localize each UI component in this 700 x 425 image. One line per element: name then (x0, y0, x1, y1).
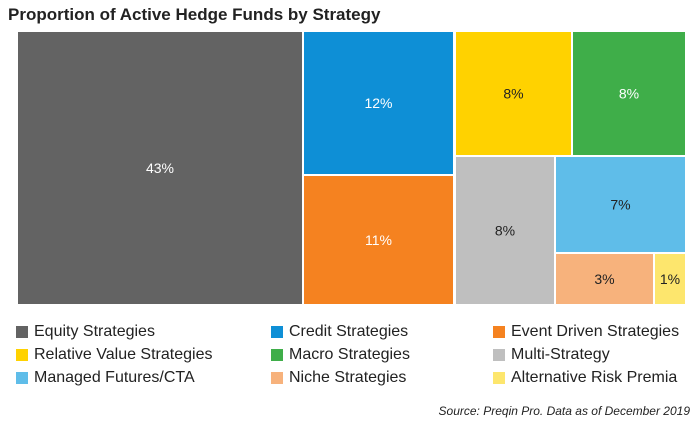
tile-managed-futures-cta (556, 157, 685, 252)
legend-item-niche-strategies: Niche Strategies (271, 368, 493, 388)
legend-swatch (16, 349, 28, 361)
legend-label: Multi-Strategy (511, 346, 610, 363)
tile-label-event-driven-strategies: 11% (365, 232, 392, 248)
tile-macro-strategies (573, 32, 685, 155)
tile-alternative-risk-premia (655, 254, 685, 304)
chart-title: Proportion of Active Hedge Funds by Stra… (8, 5, 381, 24)
legend-label: Equity Strategies (34, 323, 155, 340)
tile-label-managed-futures-cta: 7% (610, 197, 630, 213)
tile-relative-value-strategies (456, 32, 571, 155)
treemap-chart: 43% 12% 11% 8% 8% 8% 7% 3% 1% (18, 32, 685, 304)
legend-item-managed-futures-cta: Managed Futures/CTA (16, 368, 271, 388)
tile-label-alternative-risk-premia: 1% (660, 271, 680, 287)
legend-swatch (493, 349, 505, 361)
legend-swatch (271, 372, 283, 384)
legend-swatch (493, 372, 505, 384)
tile-equity-strategies (18, 32, 302, 304)
legend-swatch (16, 326, 28, 338)
tile-label-niche-strategies: 3% (594, 271, 614, 287)
legend-label: Event Driven Strategies (511, 323, 680, 340)
tile-credit-strategies (304, 32, 453, 174)
legend-label: Alternative Risk Premia (511, 369, 678, 386)
legend-item-event-driven-strategies: Event Driven Strategies (493, 322, 700, 342)
legend-item-multi-strategy: Multi-Strategy (493, 345, 700, 365)
legend-label: Credit Strategies (289, 323, 409, 340)
tile-label-credit-strategies: 12% (364, 95, 392, 111)
legend-item-relative-value-strategies: Relative Value Strategies (16, 345, 271, 365)
tile-label-relative-value-strategies: 8% (503, 86, 523, 102)
legend-item-macro-strategies: Macro Strategies (271, 345, 493, 365)
legend-item-credit-strategies: Credit Strategies (271, 322, 493, 342)
legend-label: Macro Strategies (289, 346, 410, 363)
legend-item-equity-strategies: Equity Strategies (16, 322, 271, 342)
legend-swatch (16, 372, 28, 384)
legend-item-alternative-risk-premia: Alternative Risk Premia (493, 368, 700, 388)
tile-label-equity-strategies: 43% (146, 160, 174, 176)
legend-swatch (493, 326, 505, 338)
tile-niche-strategies (556, 254, 653, 304)
legend: Equity Strategies Credit Strategies Event … (16, 322, 700, 388)
tile-event-driven-strategies (304, 176, 453, 304)
legend-swatch (271, 349, 283, 361)
legend-label: Niche Strategies (289, 369, 407, 386)
tile-label-multi-strategy: 8% (495, 223, 515, 239)
source-note: Source: Preqin Pro. Data as of December … (438, 404, 690, 418)
legend-label: Relative Value Strategies (34, 346, 213, 363)
tile-label-macro-strategies: 8% (619, 86, 639, 102)
legend-swatch (271, 326, 283, 338)
tile-multi-strategy (456, 157, 554, 304)
legend-label: Managed Futures/CTA (34, 369, 195, 386)
